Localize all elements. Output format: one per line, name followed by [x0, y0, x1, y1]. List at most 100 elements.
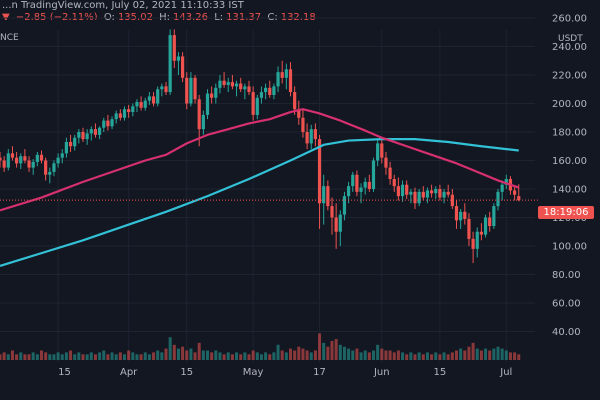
volume-bar — [10, 350, 14, 360]
volume-bar — [106, 354, 110, 360]
candle-body — [181, 56, 185, 78]
candle-body — [214, 87, 218, 98]
candle-body — [442, 191, 446, 198]
candle-body — [434, 189, 438, 194]
y-tick-label: 180.00 — [552, 128, 587, 139]
candle-body — [147, 96, 151, 101]
volume-bar — [305, 350, 309, 360]
close-label: C: — [267, 12, 278, 20]
candle-body — [371, 160, 376, 189]
candle-body — [301, 117, 305, 132]
close-value: 132.18 — [280, 12, 316, 20]
volume-bar — [2, 352, 6, 360]
candle-body — [430, 190, 434, 194]
volume-bar — [380, 348, 384, 360]
candle-body — [27, 160, 31, 168]
candle-body — [409, 191, 413, 195]
candle-body — [417, 191, 421, 204]
volume-bar — [114, 354, 118, 360]
candle-body — [454, 206, 459, 221]
candle-body — [89, 129, 93, 134]
candle-body — [39, 154, 44, 161]
candle-body — [405, 184, 409, 195]
volume-bar — [56, 352, 60, 360]
candle-body — [483, 217, 488, 235]
candles — [0, 29, 521, 264]
candle-body — [359, 187, 363, 192]
volume-bar — [504, 350, 508, 360]
open-value: 135.02 — [117, 12, 153, 20]
candle-body — [98, 127, 102, 135]
volume-bar — [27, 354, 31, 360]
volume-bar — [251, 350, 255, 360]
volume-bar — [35, 354, 39, 360]
volume-bar — [338, 344, 342, 360]
candle-body — [272, 86, 276, 95]
y-tick-label: 80.00 — [552, 270, 581, 281]
volume-bar — [293, 350, 297, 360]
ma-slow-line — [0, 138, 519, 268]
volume-bar — [471, 342, 475, 360]
volume-bar — [230, 354, 234, 360]
volume-bar — [73, 354, 77, 360]
candle-body — [156, 89, 160, 104]
volume-bar — [131, 352, 135, 360]
candle-body — [48, 171, 52, 175]
volume-bar — [463, 350, 467, 360]
candle-body — [81, 132, 85, 140]
candle-body — [230, 82, 234, 87]
candle-body — [172, 35, 176, 61]
candle-body — [164, 86, 168, 93]
price-tag: 18:19:06 — [538, 206, 594, 219]
candle-body — [197, 99, 201, 130]
volume-bar — [102, 350, 106, 360]
candle-body — [131, 106, 135, 113]
volume-bar — [193, 352, 197, 360]
volume-bar — [372, 350, 375, 360]
candle-body — [459, 211, 463, 221]
low-label: L: — [214, 12, 224, 20]
candle-body — [10, 153, 15, 158]
candle-body — [313, 129, 317, 140]
candle-body — [450, 194, 454, 207]
candle-body — [384, 157, 388, 168]
volume-bar — [417, 352, 421, 360]
candle-body — [68, 141, 73, 147]
candle-body — [517, 196, 521, 201]
volume-bar — [442, 352, 446, 360]
volume-bar — [0, 354, 2, 360]
volume-bar — [289, 348, 292, 360]
volume-bar — [268, 354, 272, 360]
candle-body — [127, 109, 131, 113]
volume-bar — [297, 346, 301, 360]
volume-bar — [276, 344, 280, 360]
volume-bar — [450, 352, 454, 360]
candle-body — [160, 86, 164, 90]
candle-body — [268, 87, 272, 95]
candle-body — [471, 238, 475, 249]
volume-bar — [118, 352, 122, 360]
volume-bar — [330, 341, 334, 360]
candle-body — [500, 184, 504, 192]
volume-bar — [455, 350, 458, 360]
candle-body — [226, 82, 230, 85]
source-text: ...n TradingView.com, July 02, 2021 11:1… — [2, 0, 244, 11]
candle-body — [110, 119, 114, 127]
candle-body — [251, 92, 255, 115]
volume-bar — [430, 354, 434, 360]
candle-body — [504, 179, 508, 185]
volume-bar — [110, 352, 114, 360]
volume-bar — [123, 354, 126, 360]
x-tick-label: 15 — [434, 367, 447, 378]
volume-bar — [89, 352, 93, 360]
y-tick-label: 240.00 — [552, 42, 587, 53]
volume-bar — [479, 350, 483, 360]
volume-bar — [189, 348, 193, 360]
candle-body — [210, 93, 214, 98]
candle-body — [0, 157, 2, 161]
volume-bar — [508, 352, 512, 360]
volume-bar — [409, 352, 413, 360]
low-value: 131.37 — [226, 12, 262, 20]
